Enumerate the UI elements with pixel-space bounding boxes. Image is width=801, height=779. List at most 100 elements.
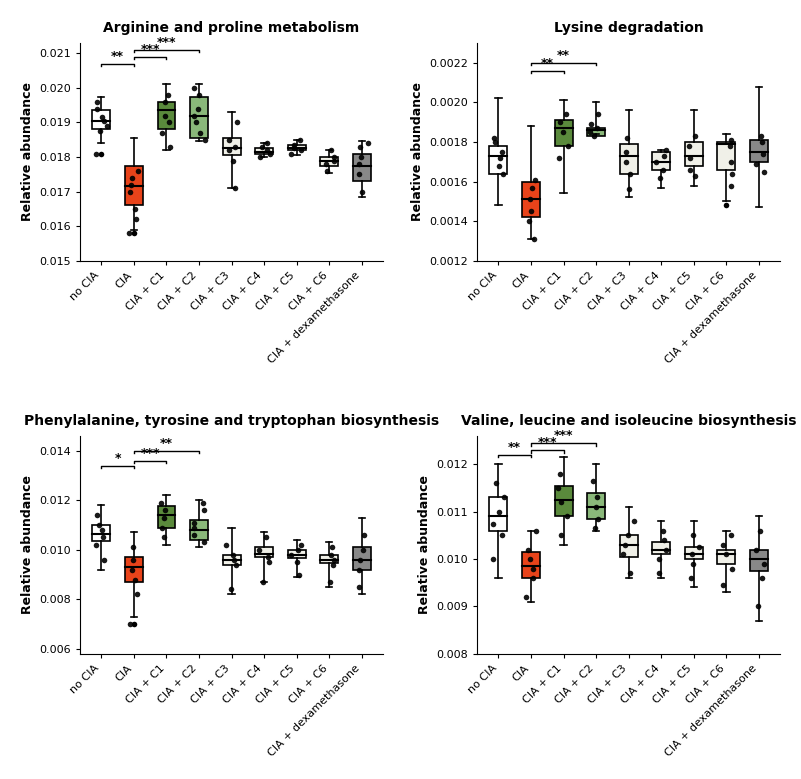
- Point: [686, 548, 698, 561]
- Point: [561, 510, 574, 523]
- Point: [325, 144, 338, 157]
- Y-axis label: Relative abundance: Relative abundance: [21, 83, 34, 221]
- Point: [352, 168, 365, 181]
- Bar: [587, 493, 605, 519]
- Point: [588, 522, 601, 534]
- Point: [587, 130, 600, 143]
- Bar: [320, 555, 338, 563]
- Point: [658, 534, 670, 546]
- Point: [617, 548, 630, 561]
- Point: [187, 516, 200, 529]
- Bar: [718, 549, 735, 564]
- Point: [686, 529, 699, 541]
- Point: [686, 558, 699, 570]
- Point: [720, 199, 733, 212]
- Point: [320, 157, 332, 170]
- Point: [230, 559, 243, 571]
- Point: [226, 548, 239, 561]
- Point: [188, 521, 201, 534]
- Point: [127, 541, 139, 554]
- Point: [592, 513, 605, 525]
- Point: [188, 529, 201, 541]
- Point: [328, 553, 340, 566]
- Point: [190, 116, 203, 129]
- Y-axis label: Relative abundance: Relative abundance: [21, 475, 34, 615]
- Point: [228, 182, 241, 195]
- Point: [127, 553, 139, 566]
- Point: [295, 144, 308, 157]
- Point: [619, 146, 632, 158]
- Point: [187, 109, 200, 122]
- Point: [657, 164, 670, 176]
- Point: [357, 544, 370, 556]
- Point: [288, 139, 301, 151]
- Point: [624, 167, 637, 180]
- Point: [197, 536, 210, 548]
- Point: [755, 572, 768, 584]
- Bar: [620, 144, 638, 174]
- Point: [720, 548, 733, 561]
- Point: [94, 125, 107, 137]
- Point: [683, 164, 696, 176]
- Point: [320, 164, 333, 177]
- Point: [529, 174, 542, 186]
- Point: [497, 492, 510, 504]
- Point: [260, 144, 273, 157]
- Point: [96, 111, 109, 124]
- Bar: [288, 550, 306, 559]
- Point: [757, 558, 770, 570]
- Point: [552, 481, 565, 494]
- Point: [131, 164, 144, 177]
- Point: [93, 519, 106, 531]
- Y-axis label: Relative abundance: Relative abundance: [418, 475, 431, 615]
- Point: [657, 150, 670, 162]
- Bar: [750, 140, 768, 162]
- Point: [228, 140, 241, 153]
- Point: [487, 517, 500, 530]
- Point: [199, 133, 211, 146]
- Point: [591, 492, 604, 504]
- Point: [657, 524, 670, 537]
- Point: [290, 556, 303, 569]
- Point: [187, 82, 200, 94]
- Text: ***: ***: [140, 447, 160, 460]
- Bar: [652, 542, 670, 555]
- Point: [620, 132, 633, 144]
- Point: [91, 96, 103, 108]
- Bar: [522, 182, 540, 217]
- Point: [755, 130, 767, 143]
- Point: [291, 544, 304, 556]
- Bar: [685, 547, 702, 559]
- Point: [292, 569, 305, 581]
- Point: [652, 553, 665, 566]
- Point: [524, 193, 537, 206]
- Point: [628, 515, 641, 527]
- Point: [90, 538, 103, 551]
- Point: [555, 529, 568, 541]
- Point: [159, 109, 171, 122]
- Bar: [353, 548, 371, 569]
- Point: [354, 151, 367, 164]
- Point: [328, 154, 340, 167]
- Point: [284, 147, 297, 160]
- Point: [352, 580, 365, 593]
- Point: [90, 147, 103, 160]
- Bar: [223, 555, 240, 565]
- Bar: [554, 485, 573, 516]
- Text: ***: ***: [157, 36, 176, 49]
- Point: [757, 147, 770, 160]
- Text: **: **: [111, 50, 124, 63]
- Bar: [522, 552, 540, 578]
- Point: [584, 126, 597, 139]
- Point: [526, 562, 539, 575]
- Point: [263, 556, 276, 569]
- Text: ***: ***: [537, 436, 557, 449]
- Bar: [353, 153, 371, 182]
- Point: [750, 157, 763, 170]
- Point: [126, 171, 139, 184]
- Point: [123, 185, 136, 198]
- Point: [256, 576, 269, 588]
- Point: [521, 543, 534, 555]
- Point: [494, 152, 507, 164]
- Bar: [125, 166, 143, 206]
